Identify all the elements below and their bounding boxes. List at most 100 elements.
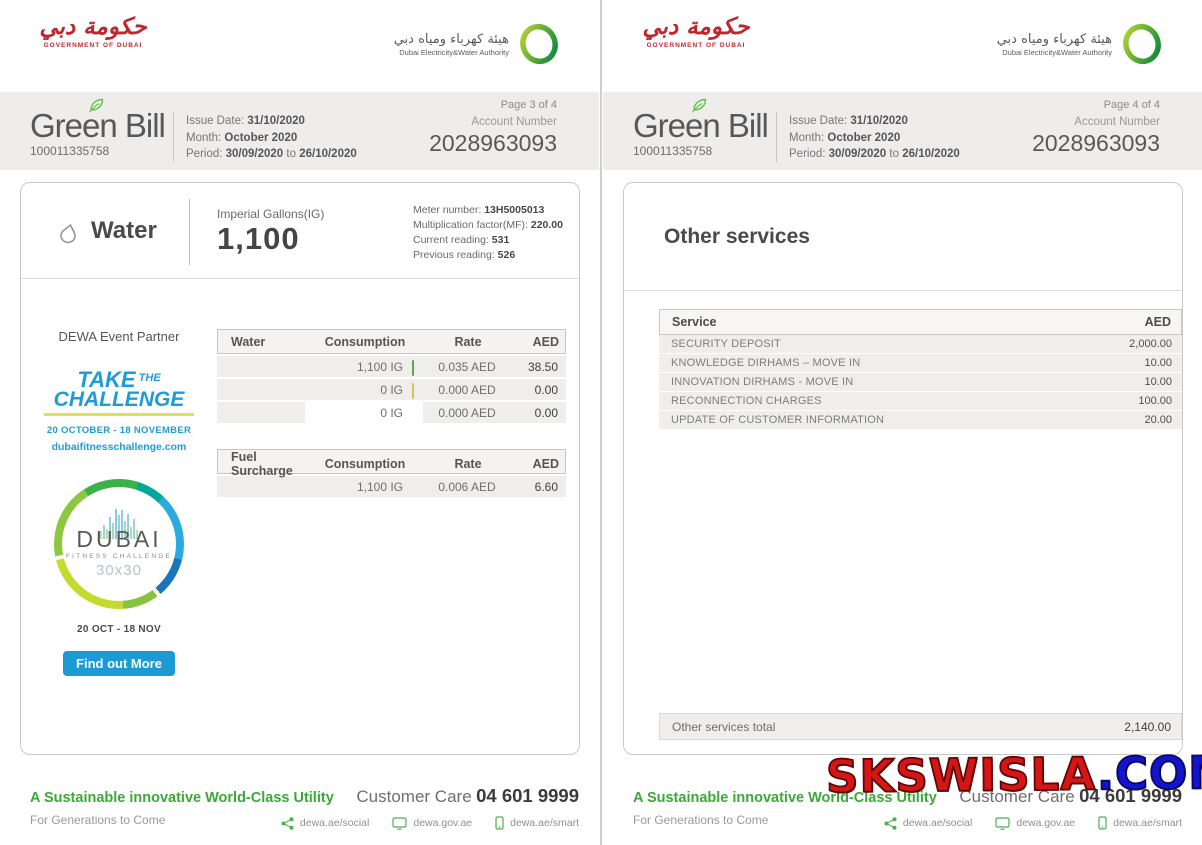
- divider: [776, 112, 777, 162]
- share-icon: [884, 816, 897, 830]
- customer-care-label: Customer Care: [356, 787, 472, 806]
- column-header: AED: [1144, 315, 1171, 329]
- dewa-arabic-name: هيئة كهرباء ومياه دبي: [996, 31, 1112, 47]
- take-the-challenge-logo: TAKE THE CHALLENGE: [44, 368, 194, 416]
- water-total-consumption: 1,100: [217, 221, 300, 256]
- government-of-dubai-logo: حكومة دبي GOVERNMENT OF DUBAI: [28, 14, 158, 49]
- dubai-fitness-challenge-logo: DUBAI FITNESS CHALLENGE 30x30: [54, 479, 184, 609]
- footer-tagline-block: A Sustainable innovative World-Class Uti…: [30, 790, 334, 827]
- column-header: Service: [672, 315, 717, 329]
- account-number-block: Account Number 2028963093: [429, 116, 557, 157]
- column-header: AED: [532, 457, 559, 471]
- fuel-surcharge-table: Fuel Surcharge Consumption Rate AED 1,10…: [217, 449, 566, 497]
- water-summary-section: Water Imperial Gallons(IG) 1,100 Meter n…: [21, 183, 579, 279]
- footer-contact-block: Customer Care 04 601 9999 dewa.ae/social: [267, 785, 579, 830]
- footer-subline: For Generations to Come: [633, 813, 769, 827]
- footer-tagline: A Sustainable innovative World-Class Uti…: [30, 790, 334, 806]
- water-consumption-table: Water Consumption Rate AED 1,100 IG 0.03…: [217, 329, 566, 423]
- table-row: UPDATE OF CUSTOMER INFORMATION 20.00: [659, 411, 1182, 430]
- green-bill-title: Green Bill: [30, 98, 166, 143]
- column-header: Fuel Surcharge: [231, 450, 293, 478]
- bill-number: 100011335758: [30, 144, 110, 158]
- footer-link-smart: dewa.ae/smart: [1098, 816, 1182, 830]
- footer-link-social: dewa.ae/social: [884, 816, 972, 830]
- footer-subline: For Generations to Come: [30, 813, 166, 827]
- dewa-logo: هيئة كهرباء ومياه دبي Dubai Electricity&…: [394, 22, 561, 66]
- gov-logo-caption: GOVERNMENT OF DUBAI: [646, 42, 746, 49]
- table-row: RECONNECTION CHARGES 100.00: [659, 392, 1182, 411]
- logo-fitness-challenge-text: FITNESS CHALLENGE: [65, 553, 173, 560]
- leaf-icon: [87, 97, 105, 113]
- bill-header-band: Page 4 of 4 Green Bill 100011335758 Issu…: [603, 92, 1202, 170]
- page-4: حكومة دبي GOVERNMENT OF DUBAI هيئة كهربا…: [603, 0, 1202, 845]
- table-row: KNOWLEDGE DIRHAMS – MOVE IN 10.00: [659, 354, 1182, 373]
- account-number-value: 2028963093: [1032, 130, 1160, 156]
- other-services-total-row: Other services total 2,140.00: [659, 713, 1182, 740]
- column-header: Rate: [454, 457, 482, 471]
- green-bill-title: Green Bill: [633, 98, 769, 143]
- dewa-event-partner-promo: DEWA Event Partner TAKE THE CHALLENGE 20…: [33, 329, 205, 676]
- account-number-block: Account Number 2028963093: [1032, 116, 1160, 157]
- logo-dubai-text: DUBAI: [76, 526, 162, 552]
- bill-number: 100011335758: [633, 144, 713, 158]
- leaf-icon: [690, 97, 708, 113]
- other-services-header: Other services: [624, 183, 1182, 291]
- footer-contact-block: Customer Care 04 601 9999 dewa.ae/social: [870, 785, 1182, 830]
- yellow-slab-icon: [412, 383, 414, 399]
- dewa-swoosh-icon: [1120, 22, 1164, 66]
- divider: [189, 199, 190, 265]
- skyline-graphic: [100, 509, 138, 539]
- other-services-title: Other services: [664, 225, 810, 248]
- page-number: Page 3 of 4: [500, 99, 557, 111]
- footer-link-social: dewa.ae/social: [281, 816, 369, 830]
- mobile-icon: [1098, 816, 1107, 830]
- page-3: حكومة دبي GOVERNMENT OF DUBAI هيئة كهربا…: [0, 0, 599, 845]
- dewa-swoosh-icon: [517, 22, 561, 66]
- divider: [173, 112, 174, 162]
- yellow-underline: [44, 413, 194, 416]
- table-row: INNOVATION DIRHAMS - MOVE IN 10.00: [659, 373, 1182, 392]
- challenge-website: dubaifitnesschallenge.com: [51, 441, 187, 453]
- bill-header-band: Page 3 of 4 Green Bill 100011335758 Issu…: [0, 92, 599, 170]
- account-number-value: 2028963093: [429, 130, 557, 156]
- other-services-card: Other services Service AED SECURITY DEPO…: [623, 182, 1183, 755]
- footer-link-smart: dewa.ae/smart: [495, 816, 579, 830]
- other-services-table: Service AED SECURITY DEPOSIT 2,000.00 KN…: [659, 309, 1182, 430]
- dewa-logo: هيئة كهرباء ومياه دبي Dubai Electricity&…: [997, 22, 1164, 66]
- table-row: 1,100 IG 0.006 AED 6.60: [217, 476, 566, 497]
- share-icon: [281, 816, 294, 830]
- column-header: AED: [532, 334, 559, 349]
- monitor-icon: [995, 816, 1010, 830]
- meter-info: Meter number: 13H5005013 Multiplication …: [413, 204, 563, 261]
- footer-link-web: dewa.gov.ae: [392, 816, 472, 830]
- challenge-dates: 20 OCTOBER - 18 NOVEMBER: [46, 425, 192, 436]
- water-droplet-icon: [55, 221, 81, 247]
- dewa-english-name: Dubai Electricity&Water Authority: [399, 47, 509, 57]
- table-row: 0 IG 0.000 AED 0.00: [217, 402, 566, 423]
- total-amount: 2,140.00: [1124, 719, 1171, 734]
- mobile-icon: [495, 816, 504, 830]
- total-label: Other services total: [672, 719, 776, 734]
- monitor-icon: [392, 816, 407, 830]
- account-number-label: Account Number: [1074, 116, 1160, 128]
- table-row: 1,100 IG 0.035 AED 38.50: [217, 356, 566, 377]
- page-separator: [599, 0, 603, 845]
- customer-care-label: Customer Care: [959, 787, 1075, 806]
- column-header: Rate: [454, 334, 482, 349]
- footer-tagline-block: A Sustainable innovative World-Class Uti…: [633, 790, 937, 827]
- column-header: Consumption: [324, 457, 406, 471]
- government-of-dubai-logo: حكومة دبي GOVERNMENT OF DUBAI: [631, 14, 761, 49]
- table-row: SECURITY DEPOSIT 2,000.00: [659, 335, 1182, 354]
- dewa-arabic-name: هيئة كهرباء ومياه دبي: [393, 31, 509, 47]
- dewa-english-name: Dubai Electricity&Water Authority: [1002, 47, 1112, 57]
- water-unit-label: Imperial Gallons(IG): [217, 207, 325, 221]
- bill-meta: Issue Date: 31/10/2020 Month: October 20…: [789, 115, 960, 160]
- column-header: Consumption: [324, 334, 406, 349]
- water-section-title: Water: [91, 217, 157, 244]
- partner-label: DEWA Event Partner: [58, 329, 180, 344]
- water-card: Water Imperial Gallons(IG) 1,100 Meter n…: [20, 182, 580, 755]
- table-row: 0 IG 0.000 AED 0.00: [217, 379, 566, 400]
- account-number-label: Account Number: [471, 116, 557, 128]
- find-out-more-button[interactable]: Find out More: [63, 651, 175, 676]
